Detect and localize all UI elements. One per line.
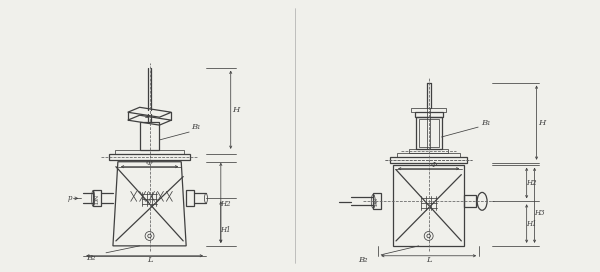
Text: B₂: B₂	[86, 254, 96, 262]
Bar	[415, 112, 443, 117]
Bar	[93, 190, 101, 206]
Text: p: p	[68, 194, 73, 202]
Text: DN: DN	[95, 193, 100, 203]
Text: Φ: Φ	[430, 161, 437, 169]
Bar	[464, 195, 476, 207]
Text: DN: DN	[374, 197, 379, 206]
Bar	[411, 108, 446, 112]
Text: H2: H2	[526, 179, 537, 187]
Text: H: H	[232, 106, 239, 114]
Text: B₂: B₂	[359, 256, 368, 264]
Text: L: L	[147, 256, 152, 264]
Text: H: H	[538, 119, 545, 127]
Text: B₁: B₁	[191, 123, 201, 131]
Text: Φ: Φ	[146, 159, 153, 167]
Bar	[393, 165, 464, 246]
Text: H2: H2	[220, 200, 231, 208]
Bar	[373, 193, 381, 209]
Bar	[140, 122, 160, 150]
Bar	[397, 153, 460, 157]
Text: H1: H1	[220, 226, 231, 234]
Bar	[409, 149, 448, 153]
Text: L: L	[426, 256, 431, 264]
Bar	[109, 154, 190, 160]
Text: H1: H1	[526, 220, 537, 228]
Bar	[390, 157, 467, 163]
Bar	[115, 150, 184, 154]
Text: H3: H3	[534, 209, 545, 217]
Bar	[416, 117, 442, 149]
Bar	[186, 190, 194, 206]
Text: B₁: B₁	[481, 119, 491, 127]
Bar	[419, 119, 439, 147]
